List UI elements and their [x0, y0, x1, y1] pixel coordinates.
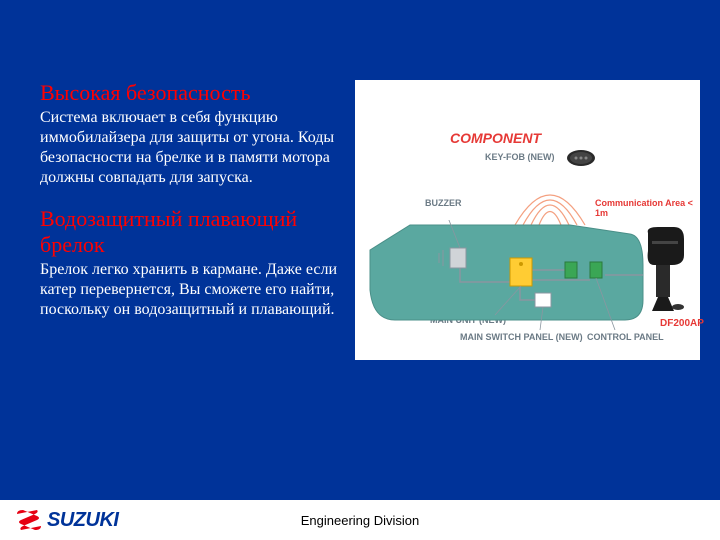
footer-division: Engineering Division — [301, 513, 420, 528]
label-switchpanel: MAIN SWITCH PANEL (NEW) — [460, 332, 583, 342]
footer-bar: SUZUKI Engineering Division — [0, 500, 720, 540]
brand-logo: SUZUKI — [15, 506, 118, 534]
brand-text: SUZUKI — [47, 509, 118, 532]
text-column: Высокая безопасность Система включает в … — [40, 80, 340, 360]
component-diagram: COMPONENT KEY-FOB (NEW) BUZZER Communica… — [355, 80, 700, 360]
label-controlpanel: CONTROL PANEL — [587, 332, 664, 342]
label-keyfob: KEY-FOB (NEW) — [485, 152, 555, 162]
label-comm-area: Communication Area < 1m — [595, 198, 700, 218]
keyfob-icon — [565, 148, 597, 168]
diagram-title: COMPONENT — [450, 130, 541, 146]
suzuki-s-icon — [15, 506, 43, 534]
body-security: Система включает в себя функцию иммобила… — [40, 108, 340, 188]
control-panel-icon-2 — [590, 262, 602, 278]
boat-icon — [365, 220, 645, 330]
body-keyfob: Брелок легко хранить в кармане. Даже есл… — [40, 260, 340, 320]
content-area: Высокая безопасность Система включает в … — [0, 0, 720, 360]
label-motor: DF200AP — [660, 318, 704, 329]
heading-security: Высокая безопасность — [40, 80, 340, 106]
label-buzzer: BUZZER — [425, 198, 462, 208]
heading-keyfob: Водозащитный плавающий брелок — [40, 206, 340, 258]
control-panel-icon — [565, 262, 577, 278]
switch-panel-icon — [535, 293, 551, 307]
buzzer-icon — [439, 248, 466, 268]
outboard-motor-icon — [640, 225, 688, 315]
